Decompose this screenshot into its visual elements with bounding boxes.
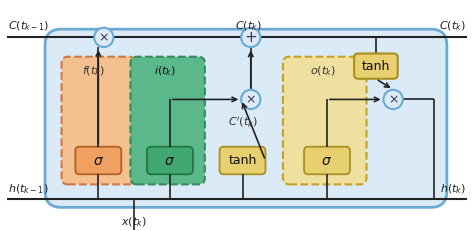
Text: $x(t_k)$: $x(t_k)$ (121, 216, 147, 229)
FancyBboxPatch shape (130, 57, 205, 184)
FancyBboxPatch shape (45, 29, 447, 207)
Text: $h(t_k)$: $h(t_k)$ (440, 183, 465, 196)
FancyBboxPatch shape (62, 57, 135, 184)
Text: $\times$: $\times$ (99, 31, 109, 44)
FancyBboxPatch shape (354, 54, 398, 79)
Circle shape (383, 90, 403, 109)
Text: $h(t_{k-1})$: $h(t_{k-1})$ (9, 183, 49, 196)
Text: tanh: tanh (228, 154, 257, 167)
Text: $\times$: $\times$ (246, 93, 256, 106)
Text: $+$: $+$ (244, 30, 257, 45)
Text: $\sigma$: $\sigma$ (164, 154, 175, 167)
Circle shape (94, 28, 113, 47)
Text: $C(t_k)$: $C(t_k)$ (235, 19, 262, 33)
Circle shape (241, 90, 260, 109)
Text: $\times$: $\times$ (388, 93, 399, 106)
Circle shape (241, 28, 260, 47)
Text: $C(t_{k-1})$: $C(t_{k-1})$ (9, 19, 50, 33)
FancyBboxPatch shape (75, 147, 121, 174)
Text: $o(t_k)$: $o(t_k)$ (310, 65, 335, 78)
Text: $\sigma$: $\sigma$ (93, 154, 104, 167)
Text: $\sigma$: $\sigma$ (321, 154, 333, 167)
FancyBboxPatch shape (304, 147, 350, 174)
Text: tanh: tanh (362, 60, 390, 73)
FancyBboxPatch shape (219, 147, 265, 174)
Text: $f(t_k)$: $f(t_k)$ (82, 65, 105, 78)
Text: $C'(t_k)$: $C'(t_k)$ (228, 116, 257, 130)
Text: $i(t_k)$: $i(t_k)$ (155, 65, 176, 78)
FancyBboxPatch shape (283, 57, 366, 184)
Text: $C(t_k)$: $C(t_k)$ (439, 19, 465, 33)
FancyBboxPatch shape (147, 147, 193, 174)
